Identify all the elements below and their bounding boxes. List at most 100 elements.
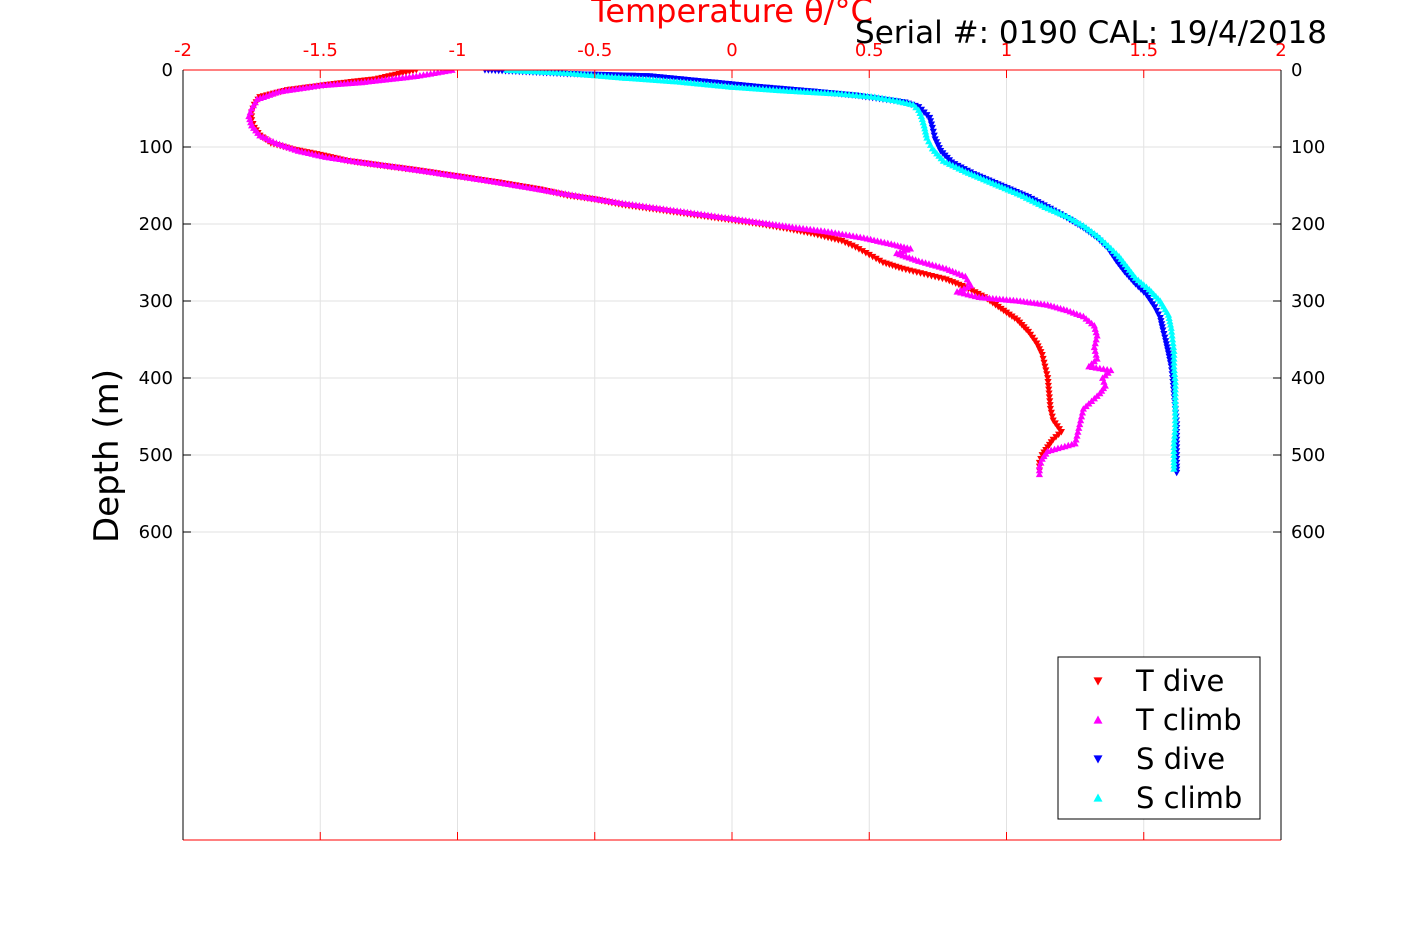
series-t-climb xyxy=(245,70,1115,478)
data-point xyxy=(1171,409,1179,416)
data-point xyxy=(1160,330,1168,338)
data-point xyxy=(1169,343,1178,351)
data-point xyxy=(851,244,860,251)
data-point xyxy=(1165,314,1173,322)
data-point xyxy=(1170,451,1178,458)
data-point xyxy=(1038,352,1046,359)
data-point xyxy=(1166,321,1175,328)
data-point xyxy=(1168,335,1177,343)
legend-marker xyxy=(1093,677,1103,686)
data-point xyxy=(865,251,873,259)
legend-label: T climb xyxy=(1135,703,1242,737)
data-point xyxy=(1047,409,1055,417)
data-point xyxy=(499,70,505,75)
x-tick-label: -2 xyxy=(174,40,192,61)
data-point xyxy=(1171,393,1179,401)
data-point xyxy=(1091,325,1099,332)
legend: T dive T climb S dive S climb xyxy=(1057,656,1261,820)
data-point xyxy=(1090,322,1098,329)
data-point xyxy=(1091,339,1099,347)
data-point xyxy=(1159,327,1167,334)
data-point xyxy=(1171,378,1179,385)
data-point xyxy=(1171,412,1179,420)
data-point xyxy=(1046,402,1054,409)
data-point xyxy=(1045,390,1053,397)
x-tick-label: 0.5 xyxy=(855,40,884,61)
x-tick-label: 1.5 xyxy=(1129,40,1158,61)
data-point xyxy=(1044,382,1052,390)
data-point xyxy=(1043,371,1051,378)
data-point xyxy=(974,290,982,298)
chart-title: Temperature θ/°C xyxy=(590,0,873,30)
y-tick-label-left: 0 xyxy=(162,60,173,81)
data-point xyxy=(1171,382,1179,389)
data-point xyxy=(482,70,487,74)
data-point xyxy=(1044,375,1052,382)
data-point xyxy=(1040,359,1048,367)
data-point xyxy=(1171,401,1179,408)
series-s-climb xyxy=(503,70,1179,472)
y-tick-label-right: 0 xyxy=(1291,60,1302,81)
data-point xyxy=(1035,462,1044,470)
y-tick-label-right: 500 xyxy=(1291,445,1325,466)
data-point xyxy=(1170,458,1178,466)
data-point xyxy=(489,70,494,74)
legend-label: S dive xyxy=(1136,742,1225,776)
data-point xyxy=(922,131,930,138)
data-point xyxy=(920,121,928,129)
data-point xyxy=(1042,367,1050,374)
data-point xyxy=(1077,412,1086,420)
x-tick-label: 0 xyxy=(726,40,737,61)
data-point xyxy=(1079,405,1087,412)
data-point xyxy=(1035,470,1044,478)
y-tick-label-left: 600 xyxy=(139,522,173,543)
x-tick-label: 2 xyxy=(1275,40,1286,61)
data-point xyxy=(1035,466,1044,474)
data-point xyxy=(1171,385,1179,393)
y-tick-label-left: 300 xyxy=(139,291,173,312)
data-point xyxy=(1171,416,1179,424)
data-point xyxy=(414,70,419,74)
data-point xyxy=(496,70,502,75)
data-point xyxy=(926,118,935,125)
data-point xyxy=(1039,355,1047,363)
data-point xyxy=(1076,420,1084,428)
data-point xyxy=(1152,307,1161,315)
data-point xyxy=(928,124,936,132)
legend-label: T dive xyxy=(1135,664,1224,698)
data-point xyxy=(1170,359,1178,366)
data-point xyxy=(927,121,936,129)
data-point xyxy=(1171,405,1179,412)
data-point xyxy=(1093,332,1101,339)
data-point xyxy=(1161,334,1169,342)
data-point xyxy=(1151,304,1159,311)
data-point xyxy=(1171,397,1179,404)
data-point xyxy=(1041,363,1049,371)
y-tick-label-left: 100 xyxy=(139,137,173,158)
y-tick-label-right: 300 xyxy=(1291,291,1325,312)
data-point xyxy=(869,253,877,261)
data-point xyxy=(1170,461,1178,469)
data-point xyxy=(1165,353,1173,361)
data-point xyxy=(1170,366,1178,374)
data-point xyxy=(1075,424,1083,431)
data-point xyxy=(1170,443,1178,451)
x-tick-label: -0.5 xyxy=(577,40,612,61)
data-point xyxy=(858,248,866,255)
data-point xyxy=(1072,436,1080,443)
y-tick-label-right: 100 xyxy=(1291,137,1325,158)
data-point xyxy=(1044,378,1052,386)
data-point xyxy=(1170,351,1178,358)
data-point xyxy=(872,255,880,263)
data-point xyxy=(1170,355,1178,362)
y-axis-label: Depth (m) xyxy=(87,369,127,543)
legend-box xyxy=(1057,656,1261,820)
data-point xyxy=(1166,357,1174,364)
x-tick-label: -1.5 xyxy=(303,40,338,61)
data-point xyxy=(1154,311,1162,318)
data-point xyxy=(930,132,938,140)
data-point xyxy=(1046,398,1054,405)
y-tick-label-left: 200 xyxy=(139,214,173,235)
